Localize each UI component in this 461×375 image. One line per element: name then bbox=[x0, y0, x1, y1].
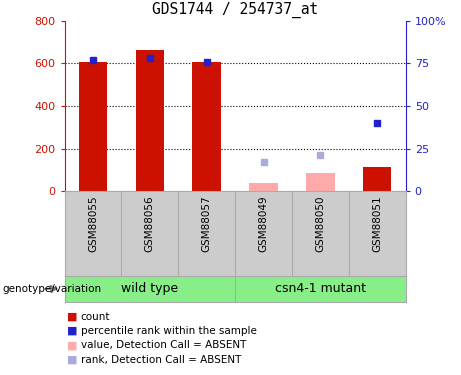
Text: GSM88056: GSM88056 bbox=[145, 195, 155, 252]
Text: wild type: wild type bbox=[121, 282, 178, 295]
Title: GDS1744 / 254737_at: GDS1744 / 254737_at bbox=[152, 2, 318, 18]
Bar bbox=[249, 183, 278, 191]
Text: csn4-1 mutant: csn4-1 mutant bbox=[275, 282, 366, 295]
Text: GSM88050: GSM88050 bbox=[315, 195, 325, 252]
Text: GSM88049: GSM88049 bbox=[259, 195, 269, 252]
Text: genotype/variation: genotype/variation bbox=[2, 284, 101, 294]
Text: GSM88051: GSM88051 bbox=[372, 195, 382, 252]
Bar bbox=[193, 62, 221, 191]
Bar bbox=[306, 173, 335, 191]
Text: ■: ■ bbox=[67, 355, 77, 364]
Text: GSM88055: GSM88055 bbox=[88, 195, 98, 252]
Text: ■: ■ bbox=[67, 312, 77, 322]
Text: value, Detection Call = ABSENT: value, Detection Call = ABSENT bbox=[81, 340, 246, 350]
Text: rank, Detection Call = ABSENT: rank, Detection Call = ABSENT bbox=[81, 355, 241, 364]
Text: ■: ■ bbox=[67, 340, 77, 350]
Bar bbox=[136, 51, 164, 191]
Bar bbox=[363, 167, 391, 191]
Text: ■: ■ bbox=[67, 326, 77, 336]
Text: percentile rank within the sample: percentile rank within the sample bbox=[81, 326, 257, 336]
Text: count: count bbox=[81, 312, 110, 322]
Text: GSM88057: GSM88057 bbox=[201, 195, 212, 252]
Bar bbox=[79, 62, 107, 191]
